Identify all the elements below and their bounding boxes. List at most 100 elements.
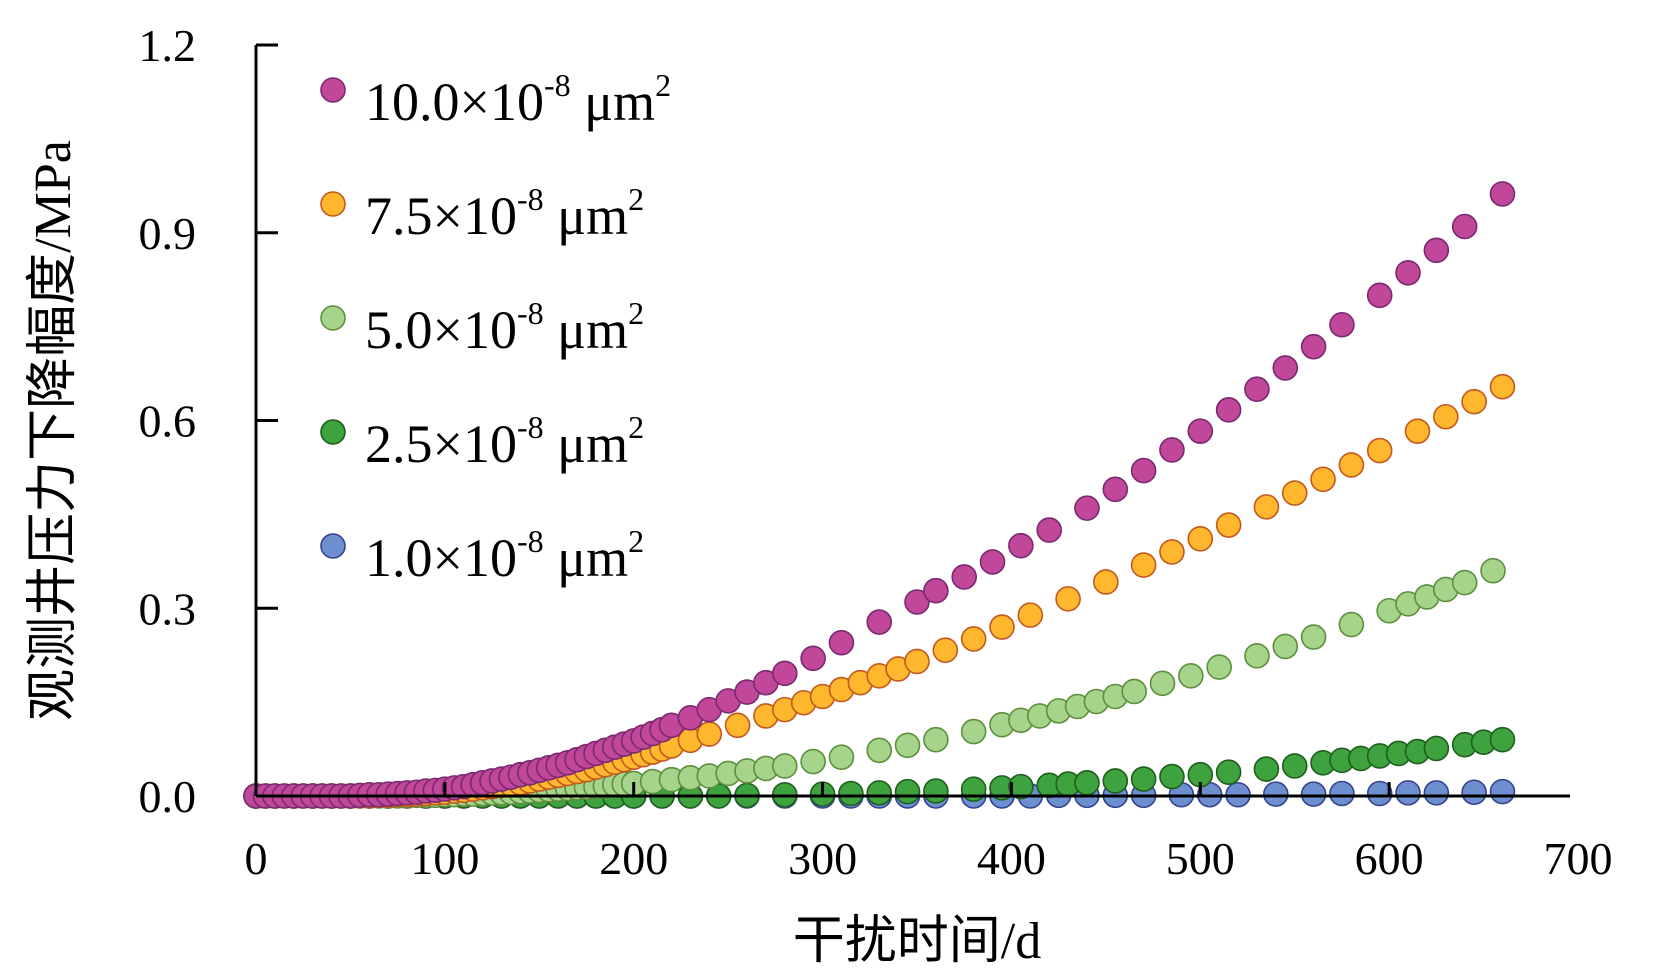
data-point	[989, 614, 1015, 640]
data-point	[1244, 643, 1270, 669]
data-point	[1130, 552, 1157, 578]
data-point	[1404, 418, 1431, 444]
y-tick-label: 1.2	[139, 20, 197, 71]
data-point	[1074, 770, 1100, 796]
data-point	[1149, 670, 1176, 697]
data-marks	[243, 181, 1516, 809]
legend-label: 7.5×10-8 μm2	[365, 181, 644, 246]
data-point	[1074, 495, 1100, 521]
data-point	[1121, 678, 1147, 705]
data-point	[1055, 586, 1081, 612]
y-tick-label: 0.6	[139, 396, 197, 447]
legend-marker	[320, 77, 346, 103]
data-point	[1008, 532, 1034, 559]
data-point	[800, 748, 826, 775]
data-point	[1187, 525, 1214, 552]
data-point	[1206, 654, 1232, 680]
legend-item: 1.0×10-8 μm2	[320, 523, 644, 588]
data-point	[1433, 403, 1459, 430]
x-tick-label: 200	[599, 833, 668, 884]
legend: 10.0×10-8 μm2 7.5×10-8 μm2 5.0×10-8 μm2 2.5…	[320, 67, 671, 588]
data-point	[1272, 355, 1299, 381]
data-point	[1008, 773, 1034, 800]
tick-labels: 0.0 0.3 0.6 0.9 1.2 0 100 200 300 400 500 600 700	[139, 20, 1613, 884]
data-point	[923, 778, 949, 804]
data-point	[1366, 780, 1393, 807]
data-point	[932, 637, 959, 663]
data-point	[1281, 753, 1308, 779]
data-point	[866, 737, 893, 764]
data-point	[1329, 780, 1355, 807]
data-point	[771, 660, 798, 687]
data-point	[904, 648, 930, 675]
y-axis-title: 观测井压力下降幅度/MPa	[25, 140, 82, 721]
data-point	[904, 589, 930, 615]
data-point	[960, 718, 987, 745]
data-point	[1310, 466, 1336, 493]
legend-item: 2.5×10-8 μm2	[320, 409, 644, 474]
data-point	[1130, 457, 1157, 484]
y-tick-label: 0.9	[139, 208, 197, 259]
tick-marks	[256, 43, 1391, 798]
data-point	[1253, 494, 1280, 520]
data-point	[696, 721, 723, 747]
data-point	[1187, 418, 1214, 444]
data-point	[1489, 778, 1516, 805]
data-point	[1461, 388, 1487, 415]
legend-item: 7.5×10-8 μm2	[320, 181, 644, 246]
data-point	[1461, 779, 1487, 806]
data-point	[1102, 476, 1129, 503]
data-point	[1480, 557, 1506, 584]
data-point	[1300, 333, 1327, 360]
legend-marker	[320, 191, 346, 217]
data-point	[1300, 624, 1327, 650]
data-point	[1423, 780, 1450, 806]
legend-item: 10.0×10-8 μm2	[320, 67, 671, 132]
y-tick-label: 0.3	[139, 583, 197, 634]
legend-item: 5.0×10-8 μm2	[320, 295, 644, 360]
x-tick-label: 0	[245, 833, 268, 884]
data-point	[1395, 260, 1421, 286]
data-point	[1281, 480, 1308, 506]
legend-label: 2.5×10-8 μm2	[365, 409, 644, 474]
data-point	[1366, 437, 1393, 464]
legend-marker	[320, 533, 346, 559]
data-point	[771, 753, 798, 779]
data-point	[866, 609, 893, 635]
data-point	[838, 780, 864, 807]
data-point	[1366, 282, 1393, 309]
y-tick-label: 0.0	[139, 771, 197, 822]
legend-label: 5.0×10-8 μm2	[365, 295, 644, 360]
data-point	[1263, 781, 1289, 807]
data-point	[1159, 437, 1185, 463]
data-point	[1036, 517, 1062, 543]
data-point	[800, 645, 826, 672]
data-point	[1451, 213, 1478, 240]
data-point	[1451, 569, 1478, 596]
data-point	[1489, 726, 1516, 753]
data-point	[1395, 780, 1421, 806]
data-point	[1423, 735, 1450, 762]
data-point	[960, 626, 987, 652]
data-point	[1130, 766, 1157, 792]
data-point	[1300, 781, 1327, 807]
data-point	[1159, 539, 1185, 565]
data-point	[1244, 376, 1270, 403]
x-tick-label: 100	[410, 833, 479, 884]
legend-label: 10.0×10-8 μm2	[365, 67, 671, 132]
data-point	[1489, 181, 1516, 207]
data-point	[1253, 756, 1280, 782]
data-point	[866, 780, 893, 806]
x-tick-label: 400	[977, 833, 1046, 884]
data-point	[960, 776, 987, 802]
data-point	[1093, 569, 1119, 595]
x-tick-label: 600	[1355, 833, 1424, 884]
data-point	[1102, 768, 1129, 794]
data-point	[894, 778, 921, 805]
data-point	[1338, 611, 1365, 638]
legend-marker	[320, 419, 346, 445]
data-point	[1423, 237, 1450, 264]
data-point	[923, 726, 949, 753]
